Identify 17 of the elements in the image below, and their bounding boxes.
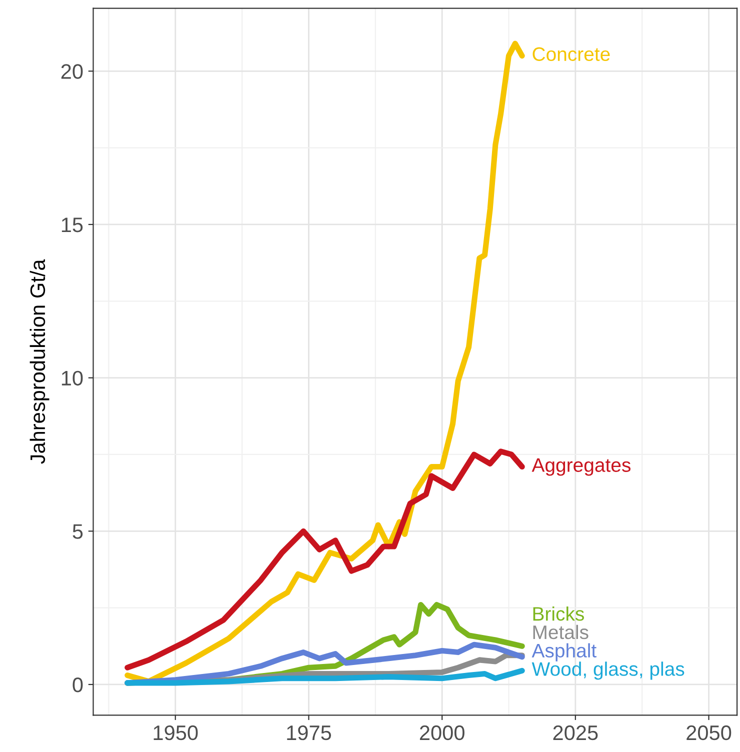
series-label: Aggregates bbox=[532, 458, 630, 476]
y-axis-title: Jahresproduktion Gt/a bbox=[30, 259, 50, 464]
series-label: Bricks bbox=[533, 606, 584, 621]
series-label: Wood, glass, plas bbox=[532, 662, 684, 680]
y-tick-label: 20 bbox=[61, 64, 83, 79]
y-tick-label: 15 bbox=[62, 218, 83, 232]
y-tick-label: 0 bbox=[72, 677, 83, 692]
x-tick-label: 1950 bbox=[154, 725, 198, 740]
x-tick-label: 2000 bbox=[420, 725, 464, 740]
series-label: Concrete bbox=[532, 47, 610, 62]
y-tick-label: 5 bbox=[72, 524, 83, 539]
x-tick-label: 2050 bbox=[686, 725, 732, 740]
x-tick-label: 1975 bbox=[287, 725, 332, 740]
series-label: Asphalt bbox=[532, 643, 596, 662]
y-tick-label: 10 bbox=[62, 370, 83, 386]
series-label: Metals bbox=[533, 624, 588, 640]
x-tick-label: 2025 bbox=[553, 725, 598, 740]
